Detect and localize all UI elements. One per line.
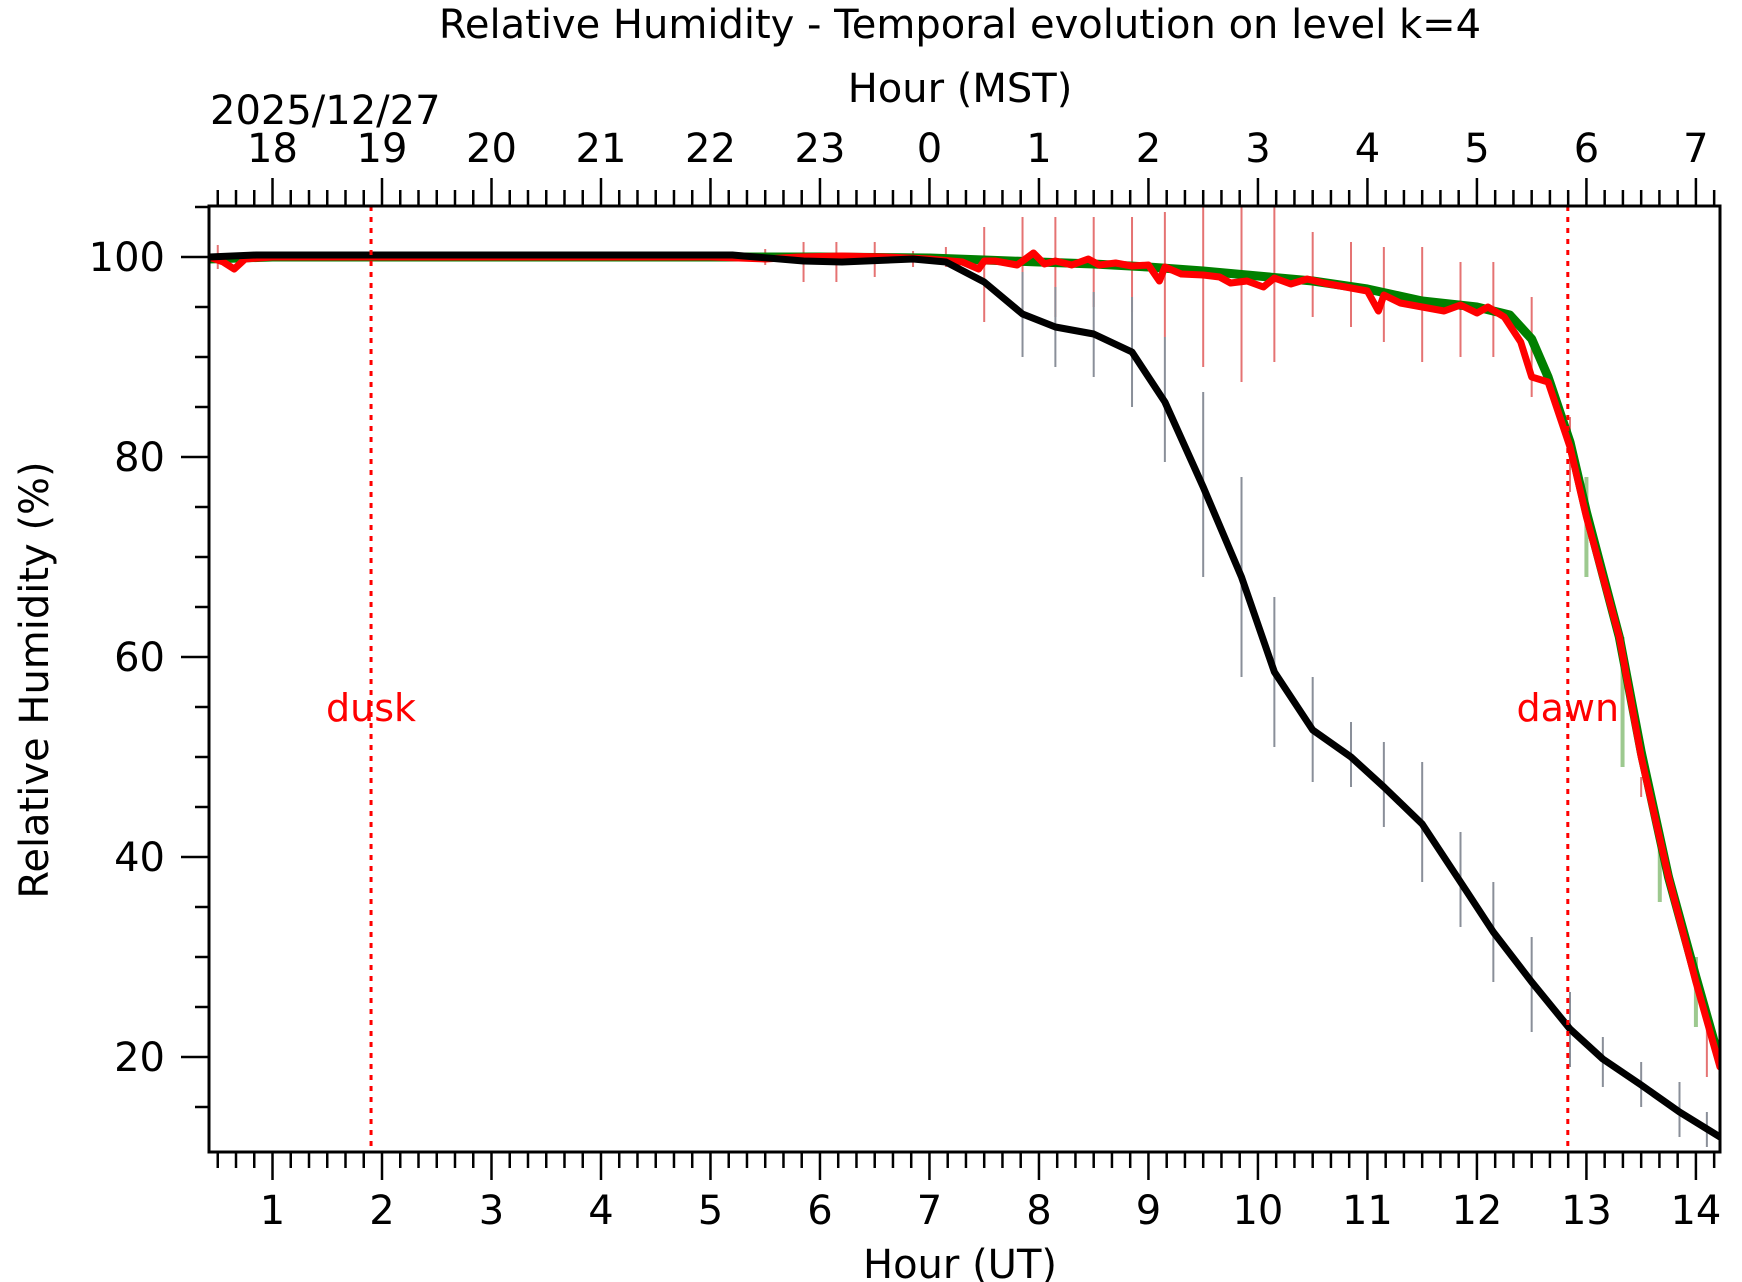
plot-frame (207, 204, 1722, 1154)
x2-tick-label: 0 (917, 126, 942, 172)
x-tick-label: 14 (1670, 1188, 1721, 1234)
y-tick-label: 100 (89, 235, 165, 281)
x2-tick-label: 18 (247, 126, 298, 172)
x2-tick-label: 2 (1136, 126, 1161, 172)
x2-tick-label: 5 (1464, 126, 1489, 172)
x2-axis-label: Hour (MST) (848, 66, 1073, 112)
y-tick-label: 60 (114, 635, 165, 681)
y-tick-label: 80 (114, 435, 165, 481)
dawn-label: dawn (1517, 686, 1620, 730)
x-tick-label: 7 (917, 1188, 942, 1234)
x2-tick-label: 21 (576, 126, 627, 172)
x-tick-label: 1 (260, 1188, 285, 1234)
x-tick-label: 9 (1136, 1188, 1161, 1234)
x2-tick-label: 3 (1245, 126, 1270, 172)
x-tick-label: 5 (698, 1188, 723, 1234)
x-tick-label: 12 (1451, 1188, 1502, 1234)
x-tick-label: 3 (479, 1188, 504, 1234)
x-tick-label: 4 (588, 1188, 613, 1234)
y-axis-label: Relative Humidity (%) (12, 461, 58, 898)
x2-tick-label: 20 (466, 126, 517, 172)
plot-area (209, 206, 1720, 1152)
x-tick-label: 2 (369, 1188, 394, 1234)
chart-title: Relative Humidity - Temporal evolution o… (439, 2, 1481, 48)
x2-tick-label: 22 (685, 126, 736, 172)
x-tick-label: 11 (1342, 1188, 1393, 1234)
y-tick-label: 40 (114, 835, 165, 881)
y-tick-label: 20 (114, 1035, 165, 1081)
x-tick-label: 8 (1026, 1188, 1051, 1234)
x-tick-label: 13 (1561, 1188, 1612, 1234)
x2-tick-label: 1 (1026, 126, 1051, 172)
date-label: 2025/12/27 (210, 88, 441, 134)
x2-tick-label: 19 (357, 126, 408, 172)
x2-tick-label: 4 (1355, 126, 1380, 172)
red-errorbars (216, 207, 1708, 1077)
dusk-label: dusk (326, 686, 416, 730)
x-tick-label: 10 (1232, 1188, 1283, 1234)
x2-tick-label: 6 (1574, 126, 1599, 172)
x2-tick-label: 7 (1683, 126, 1708, 172)
x2-tick-label: 23 (795, 126, 846, 172)
series-black-mean (209, 251, 1720, 1141)
x-tick-label: 6 (807, 1188, 832, 1234)
x-axis-label: Hour (UT) (863, 1242, 1057, 1282)
